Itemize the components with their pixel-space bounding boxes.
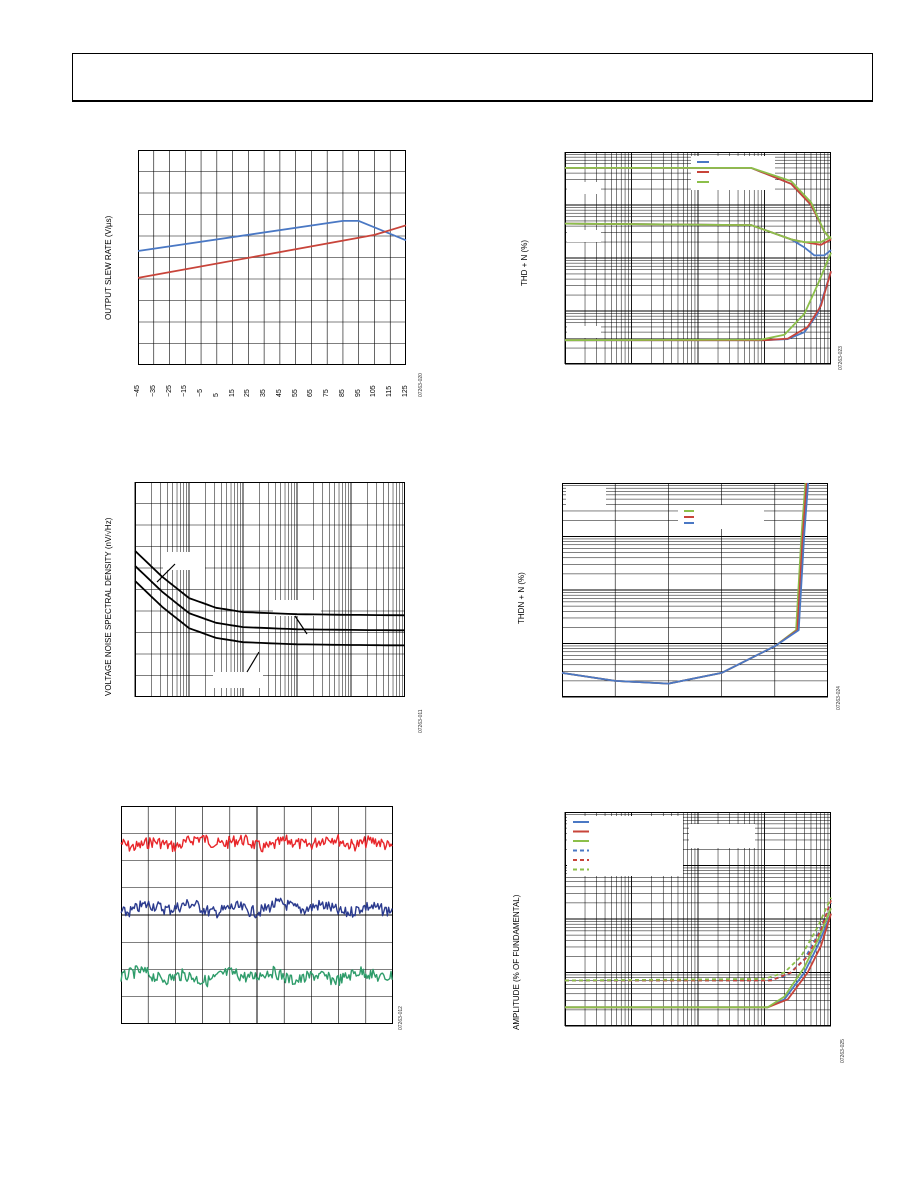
noise-curve-1 <box>134 565 405 632</box>
x-tick-label: 95 <box>354 389 362 397</box>
noise-trace-1 <box>120 897 393 919</box>
label-box <box>213 672 263 688</box>
x-tick-label: −35 <box>149 385 157 397</box>
x-tick-label: 85 <box>338 389 346 397</box>
noise-curve-0 <box>134 550 406 617</box>
fig4-code: 07263-024 <box>836 686 842 710</box>
amplitude-chart <box>564 812 832 1027</box>
label-box <box>566 487 606 509</box>
x-tick-label: 75 <box>323 389 331 397</box>
x-tick-label: 45 <box>275 389 283 397</box>
fig5-code: 07263-012 <box>398 1006 404 1030</box>
noise-trace-2 <box>120 965 393 988</box>
x-tick-label: −15 <box>181 385 189 397</box>
x-tick-label: −5 <box>197 389 205 397</box>
plot-frame <box>562 483 828 697</box>
fig6-code: 07263-025 <box>840 1039 846 1063</box>
noise-curve-2 <box>134 580 406 647</box>
x-tick-label: 65 <box>307 389 315 397</box>
amplitude-y-axis-label: AMPLITUDE (% OF FUNDAMENTAL) <box>512 894 521 1030</box>
slew-rate-chart <box>137 150 407 365</box>
x-tick-label: 115 <box>386 385 394 397</box>
series-line-5 <box>564 897 832 982</box>
annotation-arrow <box>246 651 260 673</box>
x-tick-label: 125 <box>402 385 409 397</box>
plot-frame <box>138 150 406 365</box>
legend-box <box>567 816 683 876</box>
series-line-2 <box>565 166 832 240</box>
scope-capture <box>120 806 393 1024</box>
series-line-1 <box>137 224 407 279</box>
slew-rate-y-axis-label: OUTPUT SLEW RATE (V/µs) <box>104 215 113 320</box>
thd-n-chart-2 <box>561 482 828 698</box>
plot-frame <box>565 152 831 364</box>
fig3-code: 07263-011 <box>418 709 424 733</box>
x-tick-label: 55 <box>291 389 299 397</box>
x-tick-label: 5 <box>212 393 220 397</box>
x-tick-label: 15 <box>228 389 236 397</box>
thd-n-1-y-axis-label: THD + N (%) <box>520 240 529 286</box>
fig1-code: 07263-020 <box>418 373 424 397</box>
x-tick-label: −45 <box>134 385 141 397</box>
page-header-box <box>72 53 873 102</box>
series-line-4 <box>565 900 832 982</box>
series-line-8 <box>564 252 832 342</box>
series-line-2 <box>561 482 809 685</box>
noise-trace-0 <box>120 834 393 853</box>
x-tick-label: 35 <box>260 389 268 397</box>
annotation-arrow <box>294 615 308 635</box>
series-line-5 <box>564 222 832 243</box>
label-box <box>567 326 601 338</box>
label-box <box>163 552 205 570</box>
x-tick-label: 105 <box>370 385 378 397</box>
annotation-arrow <box>156 563 176 583</box>
label-box <box>689 824 755 848</box>
label-box <box>273 600 321 616</box>
label-box <box>567 182 601 194</box>
plot-frame <box>565 812 831 1026</box>
x-tick-label: −25 <box>165 385 173 397</box>
x-tick-label: 25 <box>244 389 252 397</box>
label-box <box>567 230 601 242</box>
thd-n-chart-1 <box>564 152 832 365</box>
plot-frame <box>135 482 405 697</box>
thd-n-2-y-axis-label: THDN + N (%) <box>517 572 526 624</box>
noise-density-y-axis-label: VOLTAGE NOISE SPECTRAL DENSITY (nV/√Hz) <box>104 517 113 696</box>
series-line-2 <box>565 907 832 1009</box>
noise-density-chart <box>134 482 406 697</box>
fig2-code: 07263-023 <box>838 346 844 370</box>
series-line-0 <box>137 220 407 252</box>
